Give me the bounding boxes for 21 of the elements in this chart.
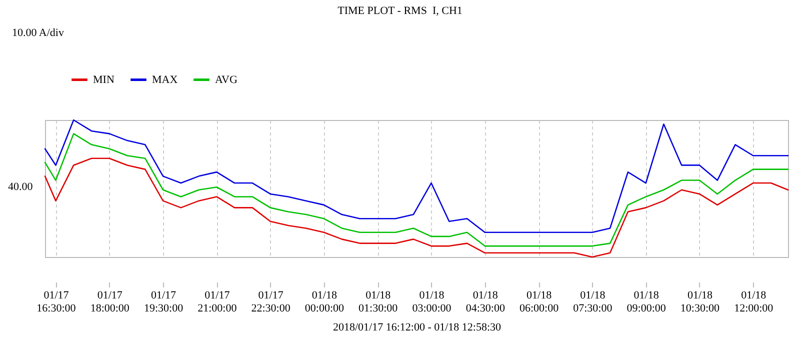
text: 40.00 (8, 181, 33, 193)
legend-label: MAX (152, 74, 178, 86)
legend-label: AVG (215, 74, 238, 86)
x-axis-title: 2018/01/17 16:12:00 - 01/18 12:58:30 (332, 322, 502, 334)
x-tick-label: 01/17 18:00:00 (90, 290, 130, 314)
x-tick-label: 01/18 10:30:00 (680, 290, 720, 314)
x-tick-label: 01/18 03:00:00 (412, 290, 452, 314)
x-tick-label: 01/17 19:30:00 (144, 290, 184, 314)
x-tick-label: 01/18 00:00:00 (304, 290, 345, 314)
x-tick-label: 01/18 01:30:00 (358, 290, 398, 314)
x-tick-label: 01/18 09:00:00 (626, 290, 666, 314)
x-tick-label: 01/18 07:30:00 (573, 290, 613, 314)
x-tick-label: 01/17 21:00:00 (198, 290, 238, 314)
x-tick-label: 01/18 04:30:00 (466, 290, 506, 314)
x-tick-label: 01/17 16:30:00 (36, 290, 76, 314)
x-tick-label: 01/18 06:00:00 (519, 290, 560, 314)
chart-title: TIME PLOT - RMS I, CH1 (336, 5, 464, 17)
legend-label: MIN (93, 74, 114, 86)
text: 10.00 A/div (12, 27, 64, 39)
x-tick-label: 01/18 12:00:00 (734, 290, 774, 314)
x-tick-label: 01/17 22:30:00 (251, 290, 291, 314)
